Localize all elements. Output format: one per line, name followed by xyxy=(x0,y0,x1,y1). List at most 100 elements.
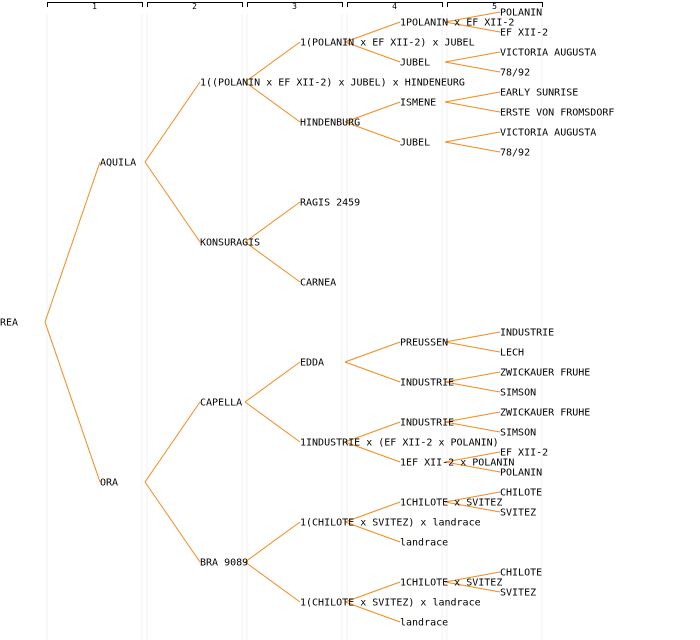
gen-3-node-label: 1(CHILOTE x SVITEZ) x landrace xyxy=(300,598,481,609)
gen-5-node-label: SVITEZ xyxy=(500,508,536,519)
generation-3-number: 3 xyxy=(292,2,297,11)
parent-link xyxy=(344,121,401,143)
parent-link xyxy=(444,141,501,153)
parent-link xyxy=(344,501,401,523)
gen-4-node-label: 1CHILOTE x SVITEZ xyxy=(400,578,502,589)
parent-link xyxy=(444,11,501,23)
parent-link xyxy=(444,101,501,113)
gen-4-node-label: landrace xyxy=(400,538,448,549)
gen-5-node-label: VICTORIA AUGUSTA xyxy=(500,48,596,59)
generation-1-bracket xyxy=(47,2,143,7)
parent-link xyxy=(444,341,501,353)
gen-4-node-label: ISMENE xyxy=(400,98,436,109)
gen-3-node-label: 1(CHILOTE x SVITEZ) x landrace xyxy=(300,518,481,529)
tree-links xyxy=(44,11,501,623)
gen-4-node-label: INDUSTRIE xyxy=(400,418,454,429)
gen-2-node-label: BRA 9089 xyxy=(200,558,248,569)
tree-labels: REA AQUILA 1((POLANIN x EF XII-2) x JUBEL)… xyxy=(0,8,614,629)
gen-3-node-label: HINDENBURG xyxy=(300,118,360,129)
parent-link xyxy=(344,41,401,63)
gen-3-node-label: CARNEA xyxy=(300,278,336,289)
parent-link xyxy=(144,481,201,563)
parent-link xyxy=(244,401,301,443)
parent-link xyxy=(444,571,501,583)
parent-link xyxy=(444,581,501,593)
gen-5-node-label: CHILOTE xyxy=(500,568,542,579)
gen-5-node-label: EARLY SUNRISE xyxy=(500,88,578,99)
gen-5-node-label: EF XII-2 xyxy=(500,28,548,39)
parent-link xyxy=(44,161,101,323)
parent-link xyxy=(144,161,201,243)
generation-3-bracket xyxy=(247,2,343,7)
parent-link xyxy=(444,371,501,383)
parent-link xyxy=(344,421,401,443)
parent-link xyxy=(244,561,301,603)
gen-5-node-label: ERSTE VON FROMSDORF xyxy=(500,108,614,119)
parent-link xyxy=(444,51,501,63)
gen-5-node-label: EF XII-2 xyxy=(500,448,548,459)
gen-5-node-label: CHILOTE xyxy=(500,488,542,499)
gen-4-node-label: 1CHILOTE x SVITEZ xyxy=(400,498,502,509)
parent-link xyxy=(244,241,301,283)
gen-3-node-label: EDDA xyxy=(300,358,324,369)
generation-guides xyxy=(46,14,543,640)
parent-link xyxy=(244,81,301,123)
parent-link xyxy=(444,381,501,393)
gen-5-node-label: SIMSON xyxy=(500,388,536,399)
gen-4-node-label: JUBEL xyxy=(400,58,430,69)
gen-5-node-label: SVITEZ xyxy=(500,588,536,599)
parent-link xyxy=(244,41,301,83)
parent-link xyxy=(444,461,501,473)
gen-3-node-label: RAGIS 2459 xyxy=(300,198,360,209)
gen-5-node-label: 78/92 xyxy=(500,148,530,159)
parent-link xyxy=(444,21,501,33)
parent-link xyxy=(344,341,401,363)
parent-link xyxy=(444,61,501,73)
gen-5-node-label: POLANIN xyxy=(500,468,542,479)
generation-1-number: 1 xyxy=(92,2,97,11)
gen-1-node-label: AQUILA xyxy=(100,158,136,169)
gen-4-node-label: INDUSTRIE xyxy=(400,378,454,389)
gen-4-node-label: JUBEL xyxy=(400,138,430,149)
gen-4-node-label: 1POLANIN x EF XII-2 xyxy=(400,18,514,29)
gen-5-node-label: INDUSTRIE xyxy=(500,328,554,339)
gen-5-node-label: LECH xyxy=(500,348,524,359)
gen-5-node-label: ZWICKAUER FRUHE xyxy=(500,368,590,379)
generation-5-number: 5 xyxy=(492,2,497,11)
gen-5-node-label: 78/92 xyxy=(500,68,530,79)
parent-link xyxy=(144,401,201,483)
gen-2-node-label: 1((POLANIN x EF XII-2) x JUBEL) x HINDEN… xyxy=(200,78,465,89)
parent-link xyxy=(444,421,501,433)
parent-link xyxy=(44,321,101,483)
gen-2-node-label: CAPELLA xyxy=(200,398,242,409)
gen-5-node-label: ZWICKAUER FRUHE xyxy=(500,408,590,419)
parent-link xyxy=(444,491,501,503)
parent-link xyxy=(444,131,501,143)
gen-3-node-label: 1(POLANIN x EF XII-2) x JUBEL xyxy=(300,38,475,49)
generation-header: 1 2 3 4 5 xyxy=(47,2,543,11)
parent-link xyxy=(444,91,501,103)
gen-1-node-label: ORA xyxy=(100,478,118,489)
parent-link xyxy=(244,521,301,563)
parent-link xyxy=(244,201,301,243)
gen-4-node-label: landrace xyxy=(400,618,448,629)
generation-2-bracket xyxy=(147,2,243,7)
generation-4-number: 4 xyxy=(392,2,397,11)
gen-5-node-label: SIMSON xyxy=(500,428,536,439)
parent-link xyxy=(244,361,301,403)
generation-4-bracket xyxy=(347,2,443,7)
gen-3-node-label: 1INDUSTRIE x (EF XII-2 x POLANIN) xyxy=(300,438,499,449)
parent-link xyxy=(344,581,401,603)
parent-link xyxy=(444,331,501,343)
parent-link xyxy=(444,411,501,423)
generation-5-bracket xyxy=(447,2,543,7)
gen-4-node-label: PREUSSEN xyxy=(400,338,448,349)
parent-link xyxy=(444,501,501,513)
parent-link xyxy=(344,101,401,123)
parent-link xyxy=(144,81,201,163)
parent-link xyxy=(344,361,401,383)
gen-2-node-label: KONSURAGIS xyxy=(200,238,260,249)
gen-4-node-label: 1EF XII-2 x POLANIN xyxy=(400,458,514,469)
gen-5-node-label: VICTORIA AUGUSTA xyxy=(500,128,596,139)
